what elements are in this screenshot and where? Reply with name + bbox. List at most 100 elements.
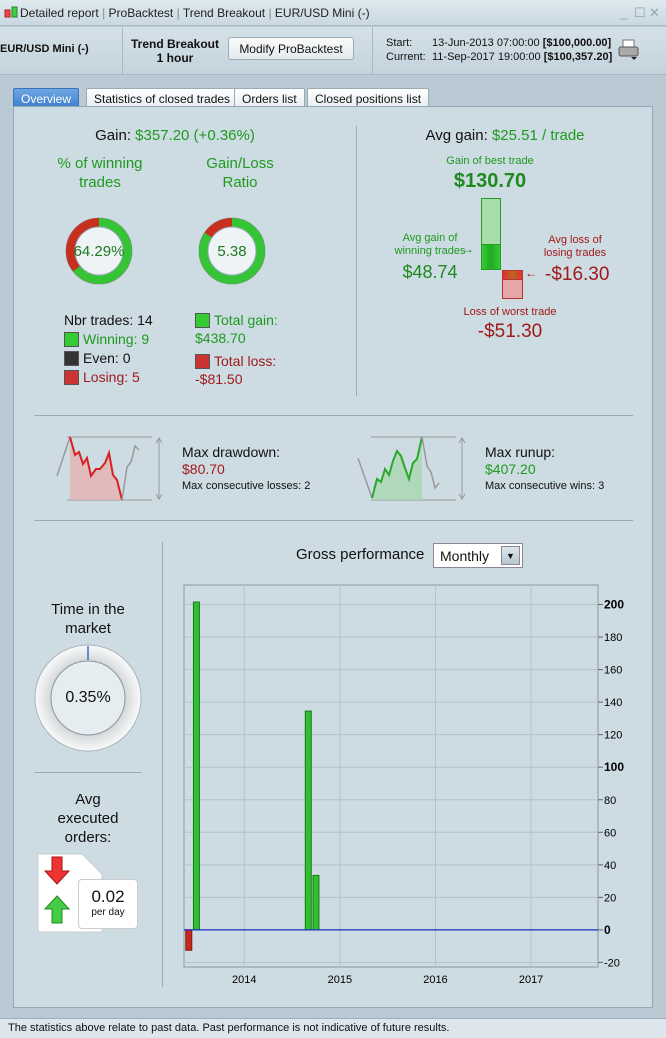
- crumb-instrument: EUR/USD Mini (-): [274, 6, 370, 20]
- runup-sparkline: [357, 436, 466, 501]
- orders-unit: per day: [91, 907, 125, 918]
- crumb-detailed-report: Detailed report: [20, 6, 99, 20]
- bar: [312, 874, 320, 931]
- nbr-trades: Nbr trades: 14: [64, 312, 153, 328]
- total-loss: -$81.50: [195, 371, 243, 387]
- start-label: Start:: [386, 37, 413, 49]
- print-icon[interactable]: [618, 39, 640, 61]
- divider: [34, 520, 633, 521]
- close-icon[interactable]: ✕: [649, 5, 660, 20]
- ratio-donut: [198, 217, 266, 285]
- gain-value: $357.20 (+0.36%): [135, 127, 255, 144]
- y-tick-label: 100: [604, 760, 624, 774]
- winning-title: % of winning trades: [57, 155, 143, 191]
- total-gain-label: Total gain:: [214, 312, 278, 328]
- time-in-market-label: Time in the market: [51, 601, 125, 637]
- tab-closed-positions-list[interactable]: Closed positions list: [307, 88, 430, 107]
- strategy-name: Trend Breakout: [130, 37, 220, 51]
- avg-gain-label: Avg gain:: [425, 127, 488, 144]
- winning-percent: 64.29%: [73, 243, 125, 260]
- gain-summary: Gain: $357.20 (+0.36%): [40, 127, 310, 144]
- current-date: 11-Sep-2017 19:00:00: [432, 51, 541, 63]
- avg-loss-bar: [502, 270, 523, 280]
- avg-loss-value: -$16.30: [545, 264, 610, 285]
- divider: [356, 126, 357, 396]
- y-tick-label: 200: [604, 598, 624, 612]
- y-tick-label: 60: [604, 827, 616, 839]
- y-tick-label: 160: [604, 665, 622, 677]
- x-tick-label: 2016: [423, 974, 447, 986]
- orders-per-day-box: 0.02 per day: [78, 879, 138, 929]
- best-trade-value: $130.70: [453, 170, 527, 192]
- chevron-down-icon[interactable]: ▼: [501, 546, 520, 565]
- tab-overview[interactable]: Overview: [13, 88, 80, 107]
- worst-trade-value: -$51.30: [477, 321, 543, 342]
- x-tick-label: 2017: [519, 974, 543, 986]
- drawdown-value: $80.70: [182, 461, 225, 477]
- y-tick-label: 0: [604, 923, 611, 937]
- runup-info: Max runup: $407.20 Max consecutive wins:…: [485, 444, 604, 495]
- modify-probacktest-button[interactable]: Modify ProBacktest: [228, 37, 354, 60]
- period-info: Start: 13-Jun-2013 07:00:00 [$100,000.00]…: [386, 36, 612, 64]
- bar: [192, 601, 200, 931]
- y-tick-label: 20: [604, 892, 616, 904]
- arrow-left-icon: ←: [525, 266, 537, 280]
- drawdown-sparkline: [56, 436, 163, 501]
- avg-executed-orders-label: Avg executed orders:: [57, 791, 119, 846]
- y-tick-label: 80: [604, 795, 616, 807]
- timeframe: 1 hour: [156, 51, 194, 65]
- period-select[interactable]: Monthly ▼: [433, 543, 523, 568]
- app-logo-icon: [4, 6, 18, 18]
- disclaimer-footer: The statistics above relate to past data…: [0, 1018, 666, 1038]
- winning-icon: [64, 332, 79, 347]
- divider: [34, 772, 142, 773]
- sep: |: [102, 6, 106, 20]
- ratio-title: Gain/Loss Ratio: [206, 155, 274, 191]
- minimize-icon[interactable]: _: [620, 5, 628, 20]
- gain-label: Gain:: [95, 127, 131, 144]
- current-label: Current:: [386, 51, 426, 63]
- y-tick-label: 40: [604, 860, 616, 872]
- y-tick-label: -20: [604, 957, 620, 969]
- instrument-name: EUR/USD Mini (-): [0, 43, 89, 55]
- tab-orders-list[interactable]: Orders list: [234, 88, 305, 107]
- divider: [122, 27, 123, 75]
- tab-statistics-closed-trades[interactable]: Statistics of closed trades: [86, 88, 239, 107]
- total-loss-icon: [195, 354, 210, 369]
- start-date: 13-Jun-2013 07:00:00: [432, 37, 540, 49]
- plot-area: [183, 584, 599, 968]
- divider: [34, 415, 633, 416]
- time-in-market-donut: [34, 644, 142, 752]
- sep: |: [176, 6, 180, 20]
- time-in-market-value: 0.35%: [65, 689, 111, 706]
- divider: [372, 27, 373, 75]
- avg-gain-summary: Avg gain: $25.51 / trade: [380, 127, 630, 144]
- crumb-strategy: Trend Breakout: [182, 6, 266, 20]
- orders-value: 0.02: [91, 887, 125, 906]
- totals: Total gain: $438.70 Total loss: -$81.50: [195, 311, 278, 388]
- chart-title: Gross performance: [296, 546, 425, 563]
- avg-win-value: $48.74: [402, 262, 458, 282]
- bar: [304, 710, 312, 931]
- best-trade-label: Gain of best trade: [446, 155, 534, 167]
- y-tick-label: 120: [604, 730, 622, 742]
- strategy-info: Trend Breakout 1 hour: [130, 37, 220, 65]
- period-selected: Monthly: [440, 548, 490, 564]
- arrow-right-icon: →: [462, 242, 474, 256]
- avg-win-label: Avg gain of winning trades: [394, 232, 466, 257]
- window-breadcrumb: Detailed report | ProBacktest | Trend Br…: [20, 6, 370, 20]
- even-icon: [64, 351, 79, 366]
- y-tick-label: 180: [604, 632, 622, 644]
- drawdown-label: Max drawdown:: [182, 444, 281, 460]
- maximize-icon[interactable]: ☐: [634, 5, 646, 20]
- divider: [162, 542, 163, 987]
- runup-value: $407.20: [485, 461, 536, 477]
- winning-count: Winning: 9: [83, 331, 150, 347]
- bar: [185, 929, 193, 951]
- drawdown-info: Max drawdown: $80.70 Max consecutive los…: [182, 444, 310, 495]
- current-value: [$100,357.20]: [543, 51, 613, 63]
- start-value: [$100,000.00]: [542, 37, 612, 49]
- total-gain: $438.70: [195, 330, 246, 346]
- max-consecutive-wins: Max consecutive wins: 3: [485, 480, 605, 492]
